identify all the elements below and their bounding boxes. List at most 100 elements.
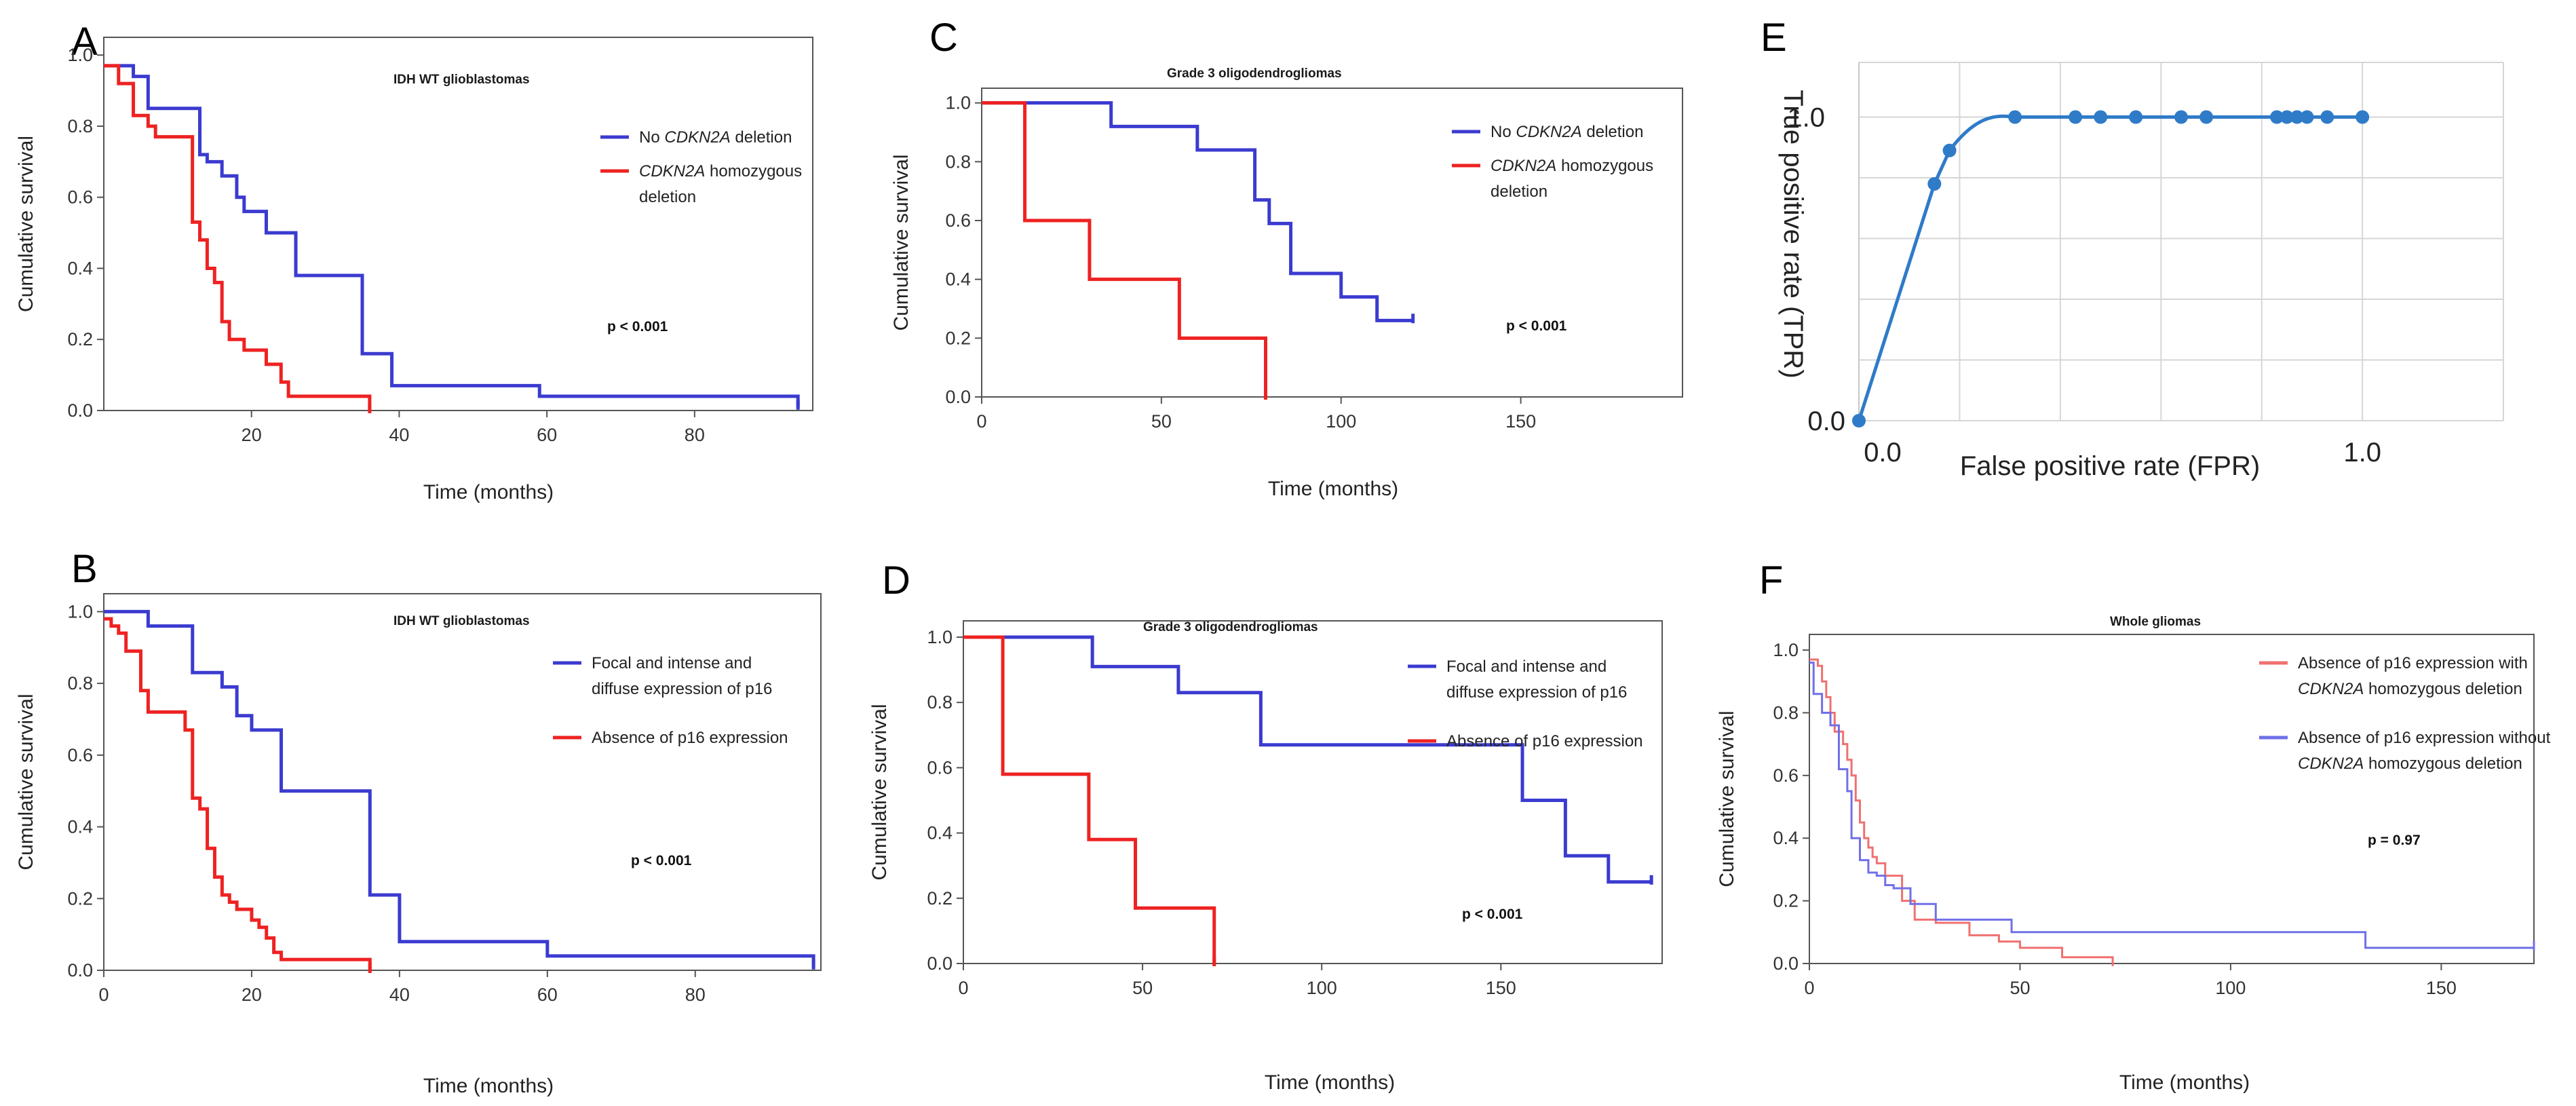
y-axis-label: Cumulative survival (15, 136, 37, 312)
legend-label-2: Absence of p16 expression (1446, 732, 1643, 750)
roc-point (2069, 110, 2083, 124)
x-axis-label: Time (months) (423, 1075, 554, 1097)
y-tick-label: 0.0 (67, 960, 93, 980)
roc-point (2270, 110, 2284, 124)
y-tick-label: 0.0 (1773, 953, 1799, 974)
legend-label-2: Absence of p16 expression without (2298, 729, 2551, 747)
panel-letter-c: C (929, 16, 958, 60)
x-tick-label: 60 (537, 985, 558, 1005)
series-line-2 (963, 635, 1216, 964)
y-axis-label: True positive rate (TPR) (1778, 90, 1808, 378)
roc-point (1942, 143, 1957, 157)
panel-letter-a: A (71, 20, 98, 64)
y-tick-label: 1.0 (1787, 103, 1825, 133)
roc-point (2290, 110, 2304, 124)
legend-label-1: No CDKN2A deletion (639, 128, 792, 147)
roc-point (2129, 110, 2143, 124)
legend-label-2-line2: deletion (639, 188, 696, 206)
chart-title: IDH WT glioblastomas (393, 614, 530, 628)
legend-label-1: Absence of p16 expression with (2298, 654, 2528, 672)
x-tick-label: 20 (242, 985, 262, 1005)
roc-point (2174, 110, 2188, 124)
legend-label-2: CDKN2A homozygous (639, 162, 802, 180)
panel-letter-f: F (1759, 558, 1784, 603)
y-tick-label: 0.8 (1773, 702, 1799, 723)
y-tick-label: 0.8 (927, 692, 953, 712)
series-line-1 (104, 64, 800, 407)
series-line-1 (963, 635, 1652, 884)
panel-letter-e: E (1761, 16, 1787, 60)
x-tick-label: 100 (2215, 978, 2246, 998)
p-value: p < 0.001 (1506, 318, 1567, 334)
series-line-2 (1809, 662, 2534, 949)
plot-frame (981, 88, 1683, 398)
legend-label-1-line2: diffuse expression of p16 (592, 680, 772, 698)
roc-point (2008, 110, 2022, 124)
chart-b: IDH WT glioblastomas 0.0 0.2 0.4 0.6 0.8 1.0 0 2… (15, 593, 822, 1097)
legend-label-2: Absence of p16 expression (592, 729, 788, 747)
y-tick-label: 0.0 (927, 953, 953, 974)
y-tick-label: 0.2 (945, 328, 971, 348)
series-line-1 (982, 101, 1413, 322)
plot-frame (1809, 634, 2535, 964)
roc-curve (1857, 114, 2363, 421)
y-tick-label: 0.2 (1773, 891, 1799, 911)
x-tick-label: 50 (1132, 978, 1153, 998)
x-tick-label: 0 (1804, 978, 1814, 998)
panel-letter-b: B (71, 547, 98, 591)
y-tick-label: 0.6 (1773, 765, 1799, 786)
series-line-1 (104, 609, 815, 967)
plot-frame (963, 620, 1663, 964)
x-axis-label: Time (months) (1265, 1071, 1395, 1094)
x-tick-label: 40 (389, 985, 410, 1005)
y-tick-label: 0.6 (67, 187, 93, 208)
y-tick-label: 0.8 (67, 116, 93, 136)
legend-label-2: CDKN2A homozygous (1491, 157, 1653, 175)
roc-point (2356, 110, 2370, 124)
legend-label-1-line2: diffuse expression of p16 (1446, 683, 1627, 702)
legend-label-1: Focal and intense and (592, 654, 752, 672)
legend-label-2-line2: deletion (1491, 183, 1547, 201)
y-tick-label: 0.0 (67, 400, 93, 421)
x-tick-label: 20 (242, 425, 262, 445)
y-tick-label: 0.4 (1773, 828, 1799, 848)
y-tick-label: 0.6 (67, 745, 93, 765)
y-tick-label: 0.8 (67, 673, 93, 693)
y-tick-label: 0.2 (927, 888, 953, 909)
chart-title: Grade 3 oligodendrogliomas (1167, 66, 1342, 81)
roc-point (1927, 176, 1942, 191)
x-axis-label: Time (months) (1268, 478, 1398, 500)
y-tick-label: 0.4 (945, 269, 971, 290)
x-tick-label: 1.0 (2343, 438, 2381, 468)
x-tick-label: 40 (389, 425, 409, 445)
y-axis-label: Cumulative survival (868, 704, 891, 880)
y-tick-label: 0.6 (927, 757, 953, 778)
x-axis-label: False positive rate (FPR) (1960, 451, 2260, 481)
x-axis-label: Time (months) (423, 481, 554, 503)
p-value: p < 0.001 (631, 853, 692, 869)
x-tick-label: 60 (537, 425, 557, 445)
x-tick-label: 50 (1151, 411, 1172, 432)
y-tick-label: 1.0 (67, 45, 93, 65)
y-tick-label: 1.0 (67, 601, 93, 622)
y-tick-label: 0.6 (945, 210, 971, 231)
chart-c: Grade 3 oligodendrogliomas 0.0 0.2 0.4 0.6 0.… (890, 66, 1683, 500)
legend-label-2-line2: CDKN2A homozygous deletion (2298, 755, 2522, 773)
p-value: p < 0.001 (1462, 907, 1523, 922)
chart-title: Grade 3 oligodendrogliomas (1143, 620, 1318, 634)
p-value: p = 0.97 (2368, 833, 2421, 848)
y-axis-label: Cumulative survival (15, 693, 37, 870)
x-tick-label: 0.0 (1864, 438, 1902, 468)
chart-a: IDH WT glioblastomas 0.0 0.2 0.4 0.6 0.8 1.0 20… (15, 37, 813, 503)
roc-point (2094, 110, 2108, 124)
x-tick-label: 100 (1326, 411, 1356, 432)
y-tick-label: 0.4 (927, 823, 953, 843)
x-tick-label: 50 (2010, 978, 2030, 998)
roc-point (2199, 110, 2214, 124)
x-tick-label: 0 (958, 978, 968, 998)
series-line-2 (104, 617, 372, 970)
y-tick-label: 0.4 (67, 817, 93, 837)
y-tick-label: 0.2 (67, 888, 93, 909)
x-tick-label: 150 (2426, 978, 2457, 998)
